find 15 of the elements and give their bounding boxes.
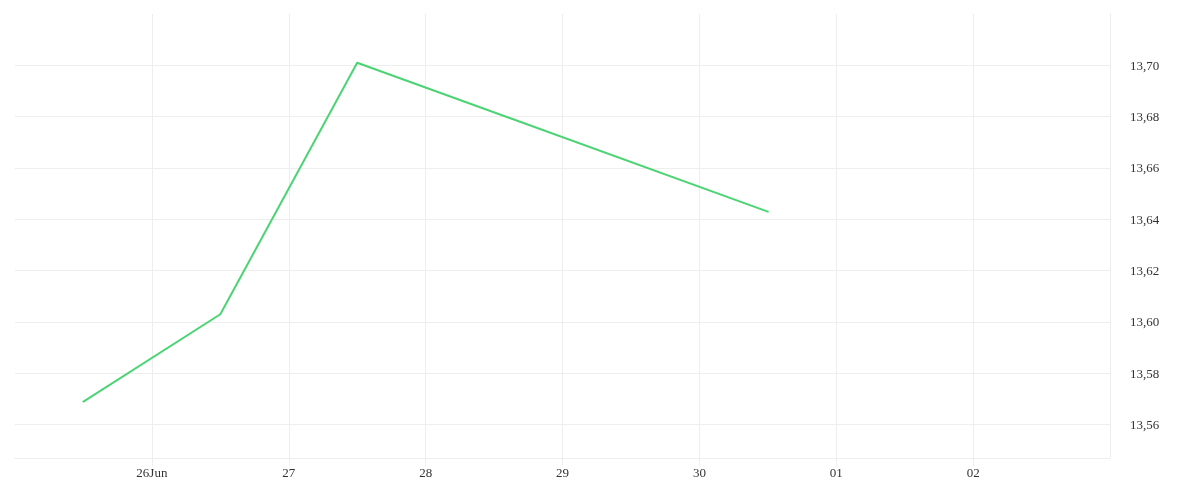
y-tick-label: 13,56 [1130, 417, 1160, 433]
x-tick-label: 27 [282, 465, 296, 480]
y-tick-label: 13,66 [1130, 160, 1160, 176]
x-tick-label: 01 [829, 465, 843, 480]
y-tick-label: 13,70 [1130, 57, 1160, 73]
x-tick-label: 28 [419, 465, 433, 480]
x-tick-label: 26Jun [136, 465, 168, 480]
y-tick-label: 13,62 [1130, 263, 1160, 279]
y-tick-label: 13,60 [1130, 314, 1160, 330]
y-tick-label: 13,64 [1130, 211, 1160, 227]
y-tick-label: 13,68 [1130, 109, 1160, 125]
x-tick-label: 29 [556, 465, 569, 480]
x-tick-label: 02 [966, 465, 980, 480]
y-tick-label: 13,58 [1130, 365, 1160, 381]
x-tick-label: 30 [692, 465, 706, 480]
